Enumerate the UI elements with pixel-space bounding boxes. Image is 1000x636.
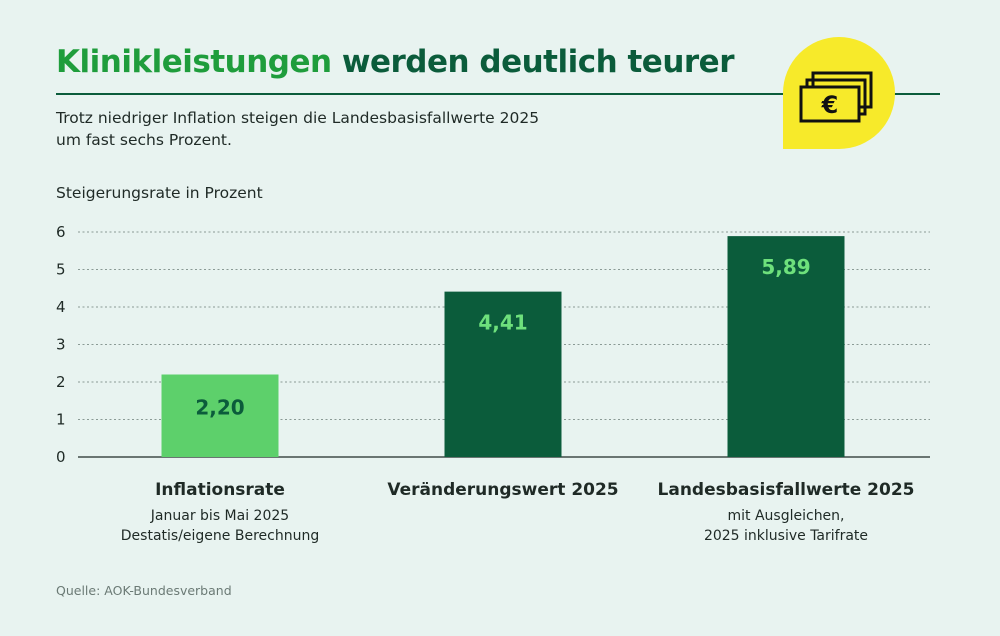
bar [727, 236, 845, 457]
y-tick-label: 3 [56, 336, 66, 354]
euro-banknotes-icon: € [799, 71, 873, 123]
category-label: Landesbasisfallwerte 2025 mit Ausgleichen… [636, 480, 936, 546]
title-rest: werden deutlich teurer [341, 44, 735, 80]
y-tick-label: 4 [56, 298, 66, 316]
y-tick-label: 6 [56, 223, 66, 241]
bar-value-label: 2,20 [195, 396, 244, 420]
source-note: Quelle: AOK-Bundesverband [56, 583, 232, 598]
y-tick-label: 5 [56, 261, 66, 279]
bar [161, 374, 279, 457]
svg-text:€: € [821, 91, 839, 119]
category-name: Inflationsrate [155, 480, 285, 500]
bar [444, 291, 562, 457]
category-note-line: mit Ausgleichen, [727, 508, 845, 524]
chart-title: Klinikleistungen werden deutlich teurer [56, 44, 735, 80]
category-name: Landesbasisfallwerte 2025 [657, 480, 915, 500]
y-tick-label: 2 [56, 373, 66, 391]
euro-badge: € [783, 37, 895, 149]
title-rule [56, 93, 940, 95]
category-label: Inflationsrate Januar bis Mai 2025 Destati… [70, 480, 370, 546]
category-note-line: 2025 inklusive Tarifrate [703, 528, 869, 544]
y-axis-label: Steigerungsrate in Prozent [56, 184, 263, 202]
title-highlight: Klinikleistungen [56, 44, 332, 80]
subtitle-line-2: um fast sechs Prozent. [56, 131, 232, 149]
category-name: Veränderungswert 2025 [387, 480, 619, 500]
category-note-line: Januar bis Mai 2025 [150, 508, 290, 524]
category-note: Januar bis Mai 2025 Destatis/eigene Berec… [70, 506, 370, 546]
subtitle-line-1: Trotz niedriger Inflation steigen die La… [56, 109, 540, 127]
y-tick-label: 0 [56, 448, 66, 466]
y-tick-label: 1 [56, 411, 66, 429]
bar-value-label: 5,89 [761, 255, 810, 279]
bar-value-label: 4,41 [478, 311, 527, 335]
subtitle: Trotz niedriger Inflation steigen die La… [56, 107, 616, 151]
category-label: Veränderungswert 2025 [353, 480, 653, 500]
category-note-line: Destatis/eigene Berechnung [120, 528, 320, 544]
category-note: mit Ausgleichen, 2025 inklusive Tarifrate [636, 506, 936, 546]
